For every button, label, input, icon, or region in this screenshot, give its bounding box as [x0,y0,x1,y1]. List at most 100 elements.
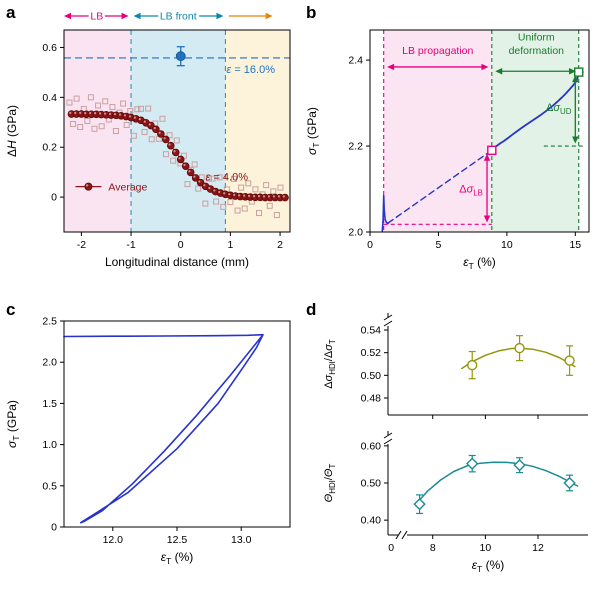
arrow-head [572,75,579,83]
y-tick-label: 0 [51,192,57,204]
y-tick-label: 2.5 [42,316,57,328]
axes-d-top: 0.48 0.50 0.52 0.54 [361,313,588,419]
arrow-head [265,12,273,20]
panel-label-c: c [6,300,16,319]
y-axis-label: ΔH (GPa) [5,105,19,157]
arrow-head [568,68,576,75]
region-0 [64,30,132,232]
x-tick-label: 12.5 [167,534,188,546]
y-tick-label: 2.0 [348,227,363,239]
point-square-open [487,145,497,156]
y-tick-label: 0.54 [361,325,382,337]
axes-d-bottom: 8 10 12 0.40 0.50 0.60 [361,431,588,554]
annotation-label: deformation [509,45,565,57]
axes-b: 0 5 10 15 2.0 2.2 2.4 [348,29,590,251]
x-tick-label: 5 [436,239,442,251]
region-0 [383,30,492,232]
annotation-label: ΔσLB [459,183,483,197]
chart-c: 12.0 12.5 13.0 0 0.5 1.0 1.5 2.0 2.5 εT (%) σT (GP… [5,316,291,566]
annotation-arrow [228,12,273,20]
series-hdi-hardening-points [413,454,576,515]
x-tick-label: 1 [227,239,233,251]
x-axis-label: εT (%) [472,558,505,574]
region-2 [225,30,290,232]
annotation-arrow [64,12,129,20]
series-hdi-stress-points [467,335,575,380]
chart-b: 0 5 10 15 2.0 2.2 2.4 εT (%) σT (GPa) LB propagat… [305,29,590,271]
y-tick-label: 2.0 [42,357,57,369]
arrow-head [387,63,395,71]
arrow-head [481,63,489,71]
y-tick-label: 0.50 [361,370,382,382]
x-tick-label: -1 [126,239,135,251]
x-tick-label: 12.0 [103,534,124,546]
axes-c: 12.0 12.5 13.0 0 0.5 1.0 1.5 2.0 2.5 [42,316,291,546]
panel-label-b: b [306,3,317,22]
y-tick-label: 0.2 [42,142,57,154]
x-tick-label: 12 [532,542,544,554]
y-tick-label: 0 [51,522,57,534]
region-1 [491,30,579,232]
annotation-label: 0 [388,542,394,554]
y-tick-label: 0.52 [361,347,382,359]
y-tick-label: 0.40 [361,515,382,527]
x-axis-label: Longitudinal distance (mm) [105,255,249,269]
y-axis-label: σT (GPa) [5,400,21,448]
series-lb-propagation-dashed [387,149,493,224]
y-tick-label: 0.6 [42,42,57,54]
x-tick-label: 13.0 [231,534,252,546]
arrow-head [64,12,71,20]
panel-label-d: d [306,300,317,319]
y-axis-label: ΔσHDI/ΔσT [323,339,337,389]
annotation-label: ε = 16.0% [226,64,275,76]
point-square-open [574,67,584,77]
y-tick-label: 0.50 [361,478,382,490]
panel-b-plot: 0 5 10 15 2.0 2.2 2.4 εT (%) σT (GPa) LB propagat… [305,29,590,271]
annotation-label: Uniform [518,31,555,43]
arrow-head [121,12,129,20]
y-tick-label: 0.4 [42,92,57,104]
chart-d-bottom: 8 10 12 0.40 0.50 0.60 εT (%) ΘHDI/ΘT 0 [323,431,588,574]
arrow-head [483,215,491,223]
chart-a: -2 -1 0 1 2 0 0.2 0.4 0.6 Longitudinal distance (… [5,8,291,269]
panel-a: -2 -1 0 1 2 0 0.2 0.4 0.6 Longitudinal distance (… [0,0,300,302]
x-tick-label: -2 [77,239,86,251]
arrow-head [572,136,579,144]
x-tick-label: 2 [277,239,283,251]
panel-c-plot: 12.0 12.5 13.0 0 0.5 1.0 1.5 2.0 2.5 εT (%) σT (GP… [5,316,291,566]
annotation-label: LB front [160,11,197,23]
panel-label-a: a [6,3,16,22]
series-initial-spike [381,194,389,232]
annotation-arrow [483,153,491,223]
y-tick-label: 0.48 [361,393,382,405]
annotation-arrow [495,68,576,75]
series-hdi-hardening-fit [414,461,579,505]
y-tick-label: 0.5 [42,480,57,492]
panel-a-plot: -2 -1 0 1 2 0 0.2 0.4 0.6 Longitudinal distance (… [5,8,291,269]
panel-c: 12.0 12.5 13.0 0 0.5 1.0 1.5 2.0 2.5 εT (%) σT (GP… [0,297,300,593]
x-tick-label: 15 [569,239,581,251]
x-tick-label: 10 [480,542,492,554]
arrow-head [495,68,503,75]
axes-a: -2 -1 0 1 2 0 0.2 0.4 0.6 [42,29,291,251]
x-tick-label: 10 [501,239,513,251]
x-tick-label: 8 [430,542,436,554]
arrow-head [133,12,141,20]
annotation-label: ε = 4.0% [206,172,249,184]
annotation-label: LB [90,11,103,23]
y-axis-label: ΘHDI/ΘT [323,464,337,503]
arrow-head [216,12,224,20]
y-tick-label: 2.4 [348,55,363,67]
chart-d-top: 0.48 0.50 0.52 0.54 ΔσHDI/ΔσT [323,313,588,419]
annotation-label: ΔσUD [546,102,572,116]
panel-d: 0.48 0.50 0.52 0.54 ΔσHDI/ΔσT 8 10 12 0.40 0.50 0.… [300,297,600,593]
y-tick-label: 0.60 [361,440,382,452]
series-uniform-deformation [490,72,580,150]
y-axis-label: σT (GPa) [305,107,321,155]
annotation-arrow [387,63,489,71]
y-tick-label: 1.0 [42,439,57,451]
x-tick-label: 0 [178,239,184,251]
legend-label: Average [108,181,147,193]
